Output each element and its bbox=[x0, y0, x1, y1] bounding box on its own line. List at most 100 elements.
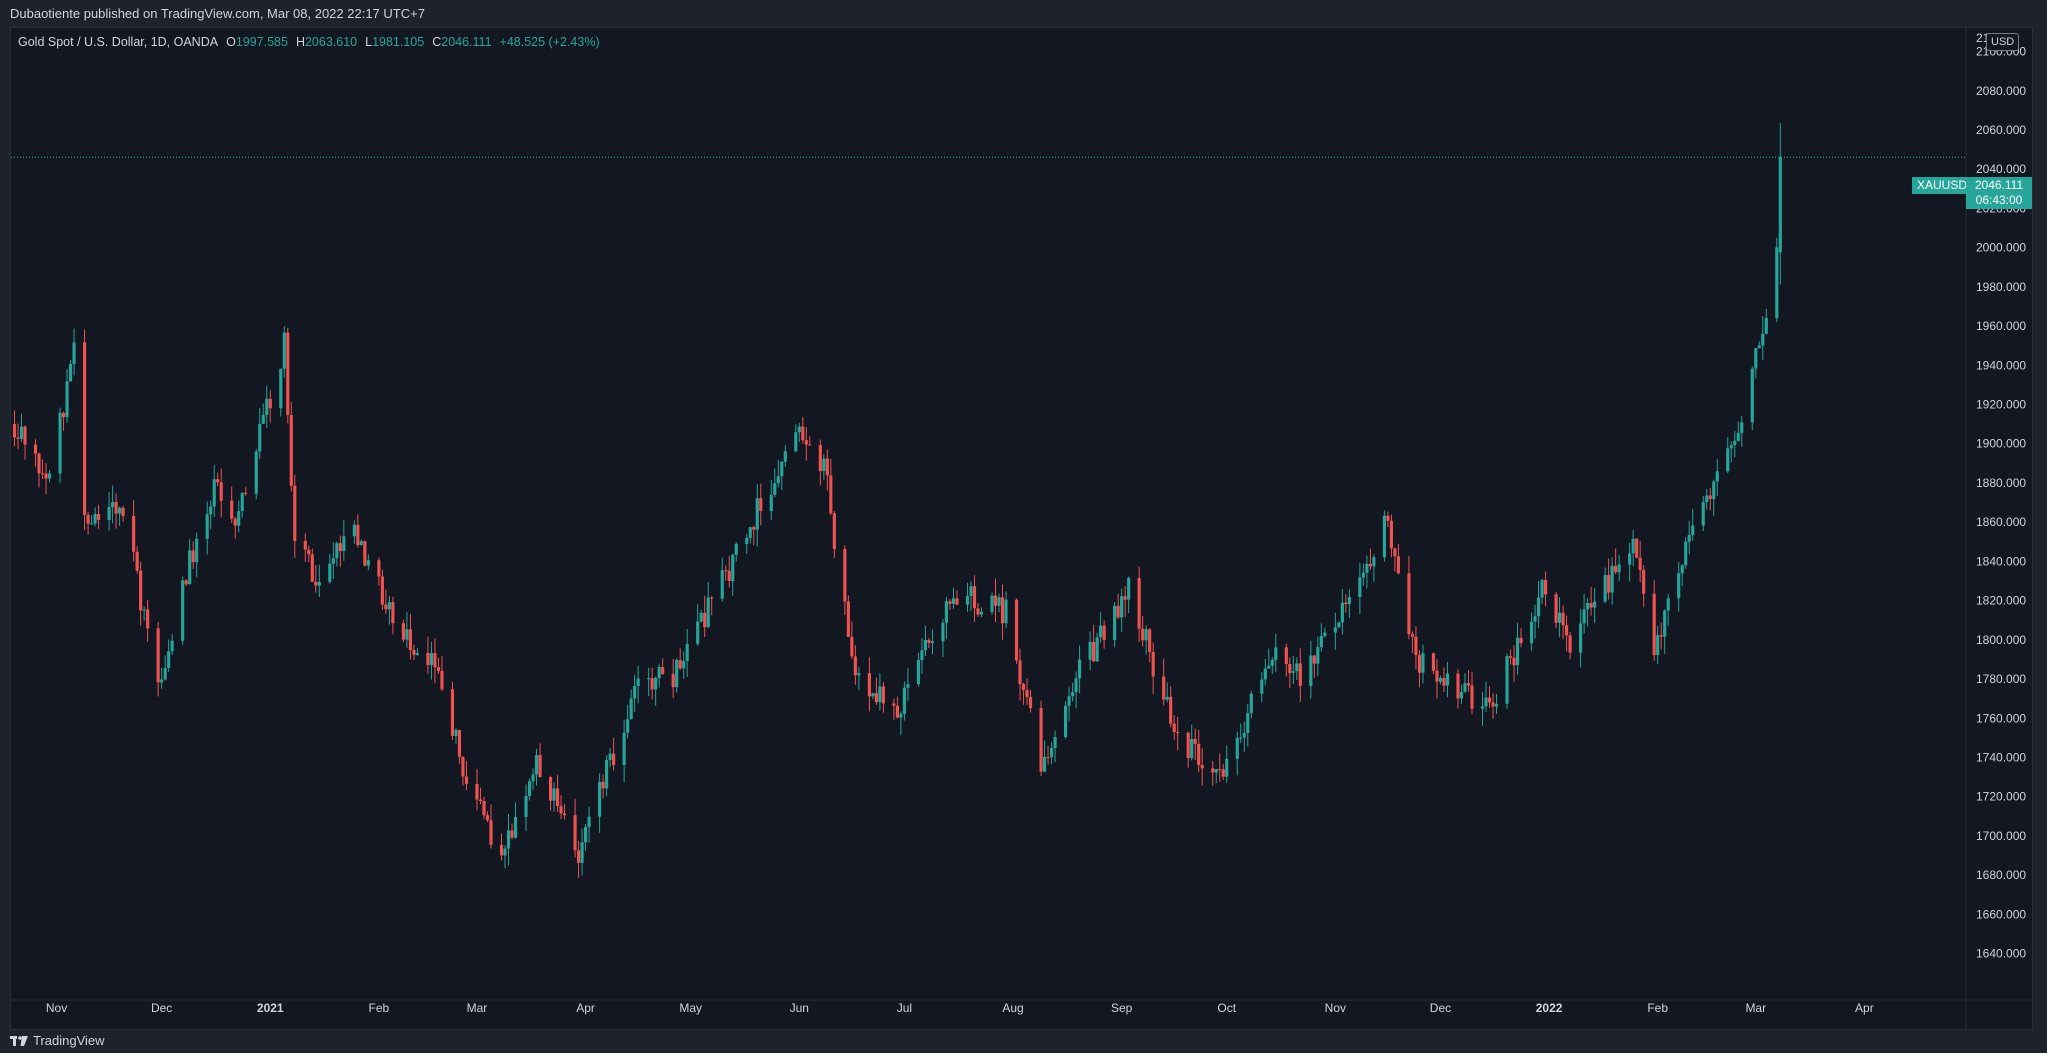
candle-body bbox=[1218, 769, 1222, 771]
candle bbox=[1726, 437, 1730, 474]
candle-body bbox=[1190, 738, 1194, 759]
price-tick-label: 1980.000 bbox=[1976, 280, 2026, 294]
candle-body bbox=[1407, 573, 1411, 635]
candle bbox=[170, 633, 174, 656]
candle-body bbox=[531, 774, 535, 782]
candle bbox=[1190, 724, 1194, 761]
candle bbox=[727, 555, 731, 588]
candle bbox=[1691, 508, 1695, 541]
candle bbox=[58, 407, 62, 483]
candle bbox=[478, 787, 483, 805]
candle-body bbox=[1708, 495, 1712, 500]
candle bbox=[1137, 566, 1141, 642]
candle bbox=[163, 655, 167, 681]
candle-body bbox=[650, 678, 654, 690]
candle bbox=[930, 629, 935, 655]
candlestick-chart[interactable]: 2100.0002080.0002060.0002040.0002020.000… bbox=[11, 28, 2032, 1029]
candle bbox=[97, 504, 101, 529]
time-tick-label: Feb bbox=[369, 1001, 390, 1015]
candle-body bbox=[1515, 637, 1520, 666]
candle-body bbox=[1162, 676, 1166, 700]
candle-body bbox=[1431, 653, 1436, 671]
candle bbox=[804, 427, 808, 461]
candle-body bbox=[1459, 691, 1464, 699]
candle-body bbox=[1680, 565, 1684, 574]
candle-body bbox=[1340, 602, 1344, 623]
candle-body bbox=[1757, 345, 1761, 349]
candle-body bbox=[1505, 656, 1509, 704]
candle-body bbox=[118, 507, 122, 514]
candle-body bbox=[1628, 553, 1632, 565]
candle-body bbox=[685, 643, 689, 662]
candle-body bbox=[289, 415, 293, 486]
candle bbox=[328, 554, 332, 584]
candle-body bbox=[759, 498, 763, 512]
candle bbox=[1603, 567, 1607, 604]
candle bbox=[1393, 547, 1397, 572]
candle bbox=[1519, 628, 1523, 648]
candle-body bbox=[454, 729, 458, 736]
bar-countdown: 06:43:00 bbox=[1975, 193, 2023, 207]
candle bbox=[1536, 580, 1541, 629]
candle-body bbox=[1382, 515, 1386, 558]
candle bbox=[1505, 653, 1509, 709]
candle-body bbox=[1365, 563, 1369, 573]
candle bbox=[902, 681, 906, 721]
candle-body bbox=[1295, 663, 1299, 672]
candle bbox=[1046, 745, 1050, 765]
candle-body bbox=[1677, 573, 1681, 599]
candle bbox=[678, 648, 682, 671]
candle-body bbox=[871, 693, 875, 697]
candle bbox=[1533, 604, 1537, 639]
candle-body bbox=[1116, 605, 1120, 618]
candle-body bbox=[1652, 593, 1656, 656]
candle-body bbox=[1593, 601, 1597, 608]
candle-body bbox=[972, 586, 977, 609]
candle-body bbox=[167, 651, 171, 669]
candle-body bbox=[384, 604, 388, 610]
chart-pane[interactable]: 2100.0002080.0002060.0002040.0002020.000… bbox=[10, 27, 2033, 1030]
candle bbox=[1309, 640, 1313, 699]
candle-body bbox=[1088, 641, 1092, 660]
candle bbox=[1614, 548, 1618, 575]
candle-body bbox=[160, 679, 164, 683]
candle-body bbox=[573, 815, 577, 851]
candle-body bbox=[380, 576, 384, 605]
candle bbox=[436, 657, 441, 674]
candle bbox=[1568, 631, 1572, 660]
candle-body bbox=[1246, 713, 1250, 733]
candle-body bbox=[1754, 348, 1758, 369]
candle bbox=[881, 682, 885, 713]
candle bbox=[661, 658, 665, 675]
candle bbox=[261, 403, 265, 424]
time-tick-label: Sep bbox=[1111, 1001, 1133, 1015]
candle-body bbox=[1347, 596, 1351, 605]
candle bbox=[1211, 760, 1215, 786]
candle bbox=[1491, 693, 1495, 720]
candle bbox=[965, 582, 970, 612]
candle bbox=[825, 449, 829, 491]
candle-body bbox=[1417, 655, 1422, 673]
candle-body bbox=[1687, 535, 1691, 542]
candle-body bbox=[720, 570, 724, 599]
candle bbox=[16, 423, 20, 449]
candle-body bbox=[1508, 656, 1513, 658]
candle-body bbox=[1319, 635, 1323, 648]
candle-body bbox=[797, 426, 801, 433]
candle bbox=[237, 500, 241, 533]
candle-body bbox=[1298, 663, 1302, 686]
candle-body bbox=[279, 368, 283, 409]
candle-body bbox=[412, 650, 416, 655]
candle bbox=[951, 587, 956, 609]
candle bbox=[310, 548, 314, 583]
candle-body bbox=[1480, 706, 1485, 709]
candle-body bbox=[1046, 757, 1050, 759]
candle bbox=[1558, 597, 1562, 638]
candle-body bbox=[12, 424, 17, 438]
candle-body bbox=[1014, 599, 1019, 661]
currency-button[interactable]: USD bbox=[1986, 33, 2020, 51]
candle-body bbox=[1067, 696, 1071, 706]
candle bbox=[601, 774, 605, 799]
candle bbox=[254, 448, 258, 500]
footer[interactable]: TradingView bbox=[10, 1028, 105, 1053]
